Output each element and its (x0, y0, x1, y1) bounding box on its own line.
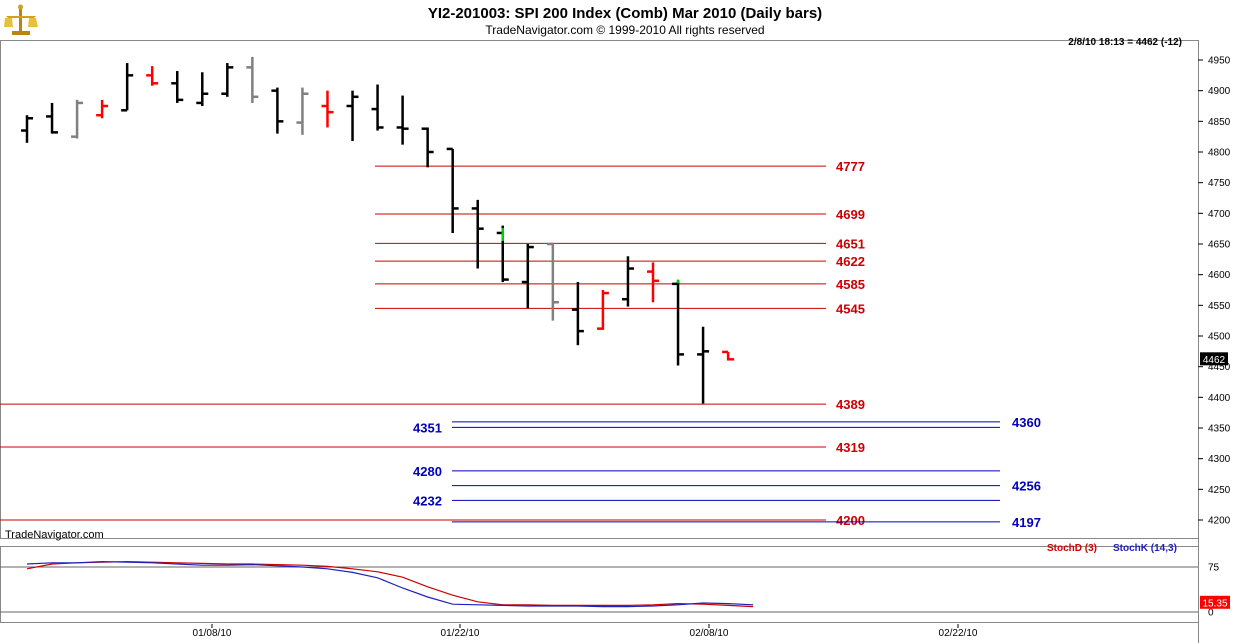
stoch-pane-frame (0, 546, 1199, 623)
red-level-label: 4585 (836, 277, 865, 292)
red-level-label: 4699 (836, 207, 865, 222)
last-price-tag (1200, 352, 1228, 366)
stoch-last-label: 15.35 (1202, 598, 1227, 609)
blue-level-label: 4280 (413, 464, 442, 479)
stoch-d-line (26, 560, 754, 608)
y-tick-label: 4250 (1208, 485, 1231, 496)
y-tick-label: 4800 (1208, 148, 1231, 159)
blue-level-label: 4360 (1012, 415, 1041, 430)
blue-level-label: 4197 (1012, 515, 1041, 530)
main-pane-frame (0, 40, 1199, 539)
y-tick-label: 4950 (1208, 56, 1231, 67)
watermark: TradeNavigator.com (5, 529, 104, 541)
x-tick-label: 01/22/10 (441, 628, 480, 639)
blue-level-label: 4351 (413, 420, 442, 435)
stoch-last-tag (1200, 595, 1230, 609)
y-tick-label: 4700 (1208, 209, 1231, 220)
stoch-d-legend: StochD (3) (1047, 543, 1097, 554)
red-level-label: 4200 (836, 513, 865, 528)
red-level-label: 4389 (836, 397, 865, 412)
blue-level-label: 4232 (413, 493, 442, 508)
blue-level-label: 4256 (1012, 479, 1041, 494)
y-tick-label: 4650 (1208, 240, 1231, 251)
red-level-label: 4545 (836, 301, 865, 316)
stoch-k-line (26, 560, 754, 608)
copyright-text: TradeNavigator.com © 1999-2010 All right… (485, 23, 765, 37)
y-tick-label: 4200 (1208, 516, 1231, 527)
red-level-label: 4651 (836, 236, 865, 251)
x-tick-label: 02/08/10 (690, 628, 729, 639)
y-tick-label: 4850 (1208, 117, 1231, 128)
y-tick-label: 4500 (1208, 332, 1231, 343)
red-level-label: 4777 (836, 159, 865, 174)
stoch-k-legend: StochK (14,3) (1113, 543, 1177, 554)
y-tick-label: 4400 (1208, 393, 1231, 404)
stoch-tick-label: 0 (1208, 608, 1214, 619)
y-tick-label: 4300 (1208, 454, 1231, 465)
y-tick-label: 4550 (1208, 301, 1231, 312)
y-tick-label: 4450 (1208, 362, 1231, 373)
y-tick-label: 4900 (1208, 86, 1231, 97)
last-price-label: 4462 (1203, 355, 1226, 366)
y-tick-label: 4600 (1208, 270, 1231, 281)
price-readout: 2/8/10 18:13 = 4462 (-12) (1068, 37, 1182, 48)
trade-navigator-logo-icon (4, 4, 38, 35)
x-tick-label: 02/22/10 (939, 628, 978, 639)
red-level-label: 4319 (836, 440, 865, 455)
y-tick-label: 4750 (1208, 178, 1231, 189)
stoch-tick-label: 75 (1208, 563, 1220, 574)
y-tick-label: 4350 (1208, 424, 1231, 435)
chart-title: YI2-201003: SPI 200 Index (Comb) Mar 201… (427, 5, 823, 22)
x-tick-label: 01/08/10 (193, 628, 232, 639)
red-level-label: 4622 (836, 254, 865, 269)
